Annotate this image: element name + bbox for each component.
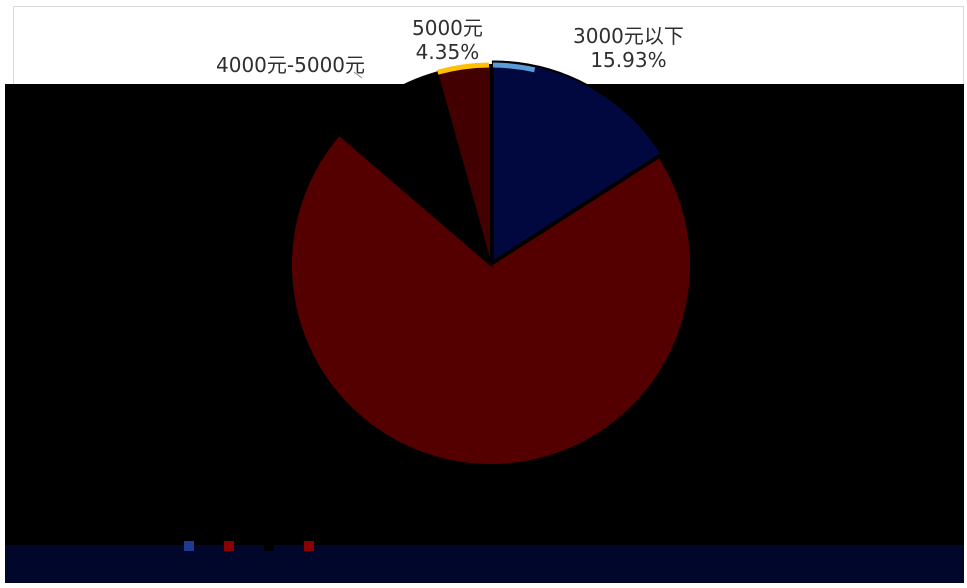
pie-slice xyxy=(491,60,663,264)
slice-edge xyxy=(436,62,490,75)
label-4000-5000: 4000元-5000元 xyxy=(216,53,365,77)
legend-item xyxy=(304,541,320,551)
legend-swatch xyxy=(224,541,234,551)
legend-item xyxy=(224,541,240,551)
label-4000-5000-name: 4000元-5000元 xyxy=(216,53,366,77)
legend-item xyxy=(264,541,280,551)
label-5000: 5000元 4.35% xyxy=(412,16,483,64)
legend-swatch xyxy=(184,541,194,551)
slice-edge xyxy=(492,62,536,73)
pie-slice xyxy=(337,71,493,268)
leader-line xyxy=(353,71,363,79)
chart-legend xyxy=(184,537,320,555)
label-3000-below-name: 3000元以下 xyxy=(573,24,684,48)
label-3000-below: 3000元以下 15.93% xyxy=(573,24,684,72)
legend-item xyxy=(184,541,200,551)
label-5000-percent: 4.35% xyxy=(415,40,480,64)
label-5000-name: 5000元 xyxy=(412,16,483,40)
navy-bar xyxy=(5,545,964,583)
label-3000-below-percent: 15.93% xyxy=(590,48,667,72)
legend-swatch xyxy=(264,541,274,551)
legend-swatch xyxy=(304,541,314,551)
pie-slice xyxy=(290,133,692,466)
